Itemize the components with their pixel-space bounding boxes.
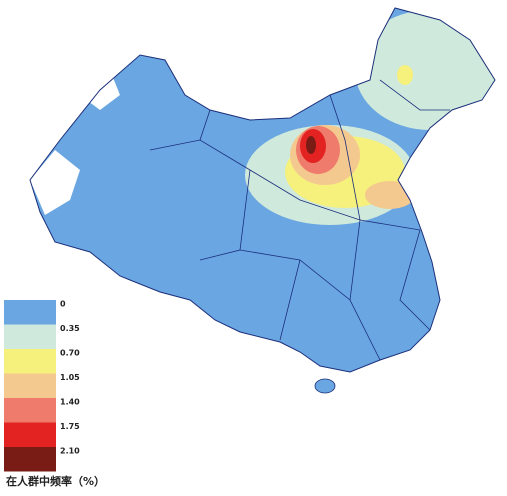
legend-title: 在人群中频率（%） xyxy=(6,474,105,488)
legend-label: 0.35 xyxy=(60,324,80,333)
legend-swatch xyxy=(4,349,56,374)
legend-swatch xyxy=(4,373,56,398)
legend-label: 1.05 xyxy=(60,373,80,382)
legend-label: 1.75 xyxy=(60,422,80,431)
legend-swatch xyxy=(4,447,56,472)
hainan xyxy=(314,378,336,394)
legend-swatch xyxy=(4,398,56,423)
legend-label: 0 xyxy=(60,300,66,309)
legend-label: 2.10 xyxy=(60,447,80,456)
legend-swatch xyxy=(4,422,56,447)
legend-label: 0.70 xyxy=(60,349,80,358)
legend-swatch xyxy=(4,324,56,349)
border xyxy=(29,7,496,373)
legend: 0 0.35 0.70 1.05 1.40 1.75 2.10 xyxy=(4,300,80,472)
china-map xyxy=(30,8,495,372)
legend-swatch xyxy=(4,300,56,325)
legend-label: 1.40 xyxy=(60,398,80,407)
